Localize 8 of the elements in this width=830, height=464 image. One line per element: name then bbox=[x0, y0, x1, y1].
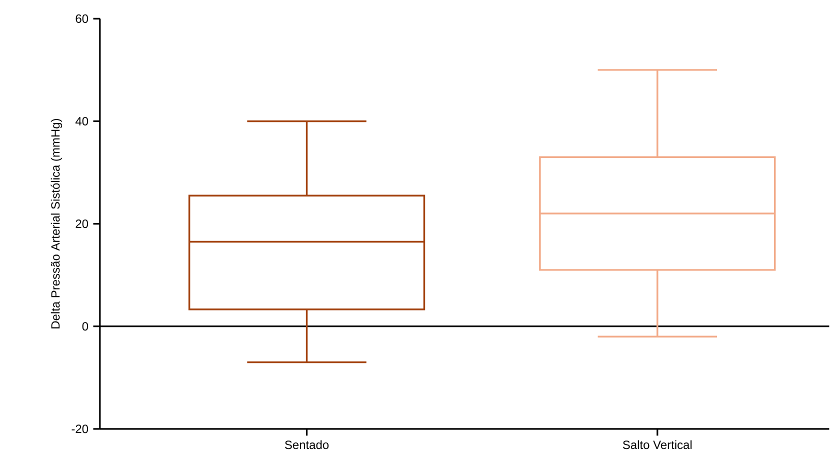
y-tick-label: 60 bbox=[76, 14, 88, 24]
y-tick-label: 20 bbox=[76, 220, 88, 228]
x-tick-label: Salto Vertical bbox=[622, 440, 692, 450]
y-tick-label: 40 bbox=[75, 117, 88, 126]
x-tick-label: Sentado bbox=[284, 440, 329, 450]
y-tick-label: 0 bbox=[82, 322, 88, 331]
y-axis-title: Delta Pressão Arterial Sistólica (mmHg) bbox=[50, 119, 62, 329]
y-tick-label: -20 bbox=[72, 424, 88, 434]
